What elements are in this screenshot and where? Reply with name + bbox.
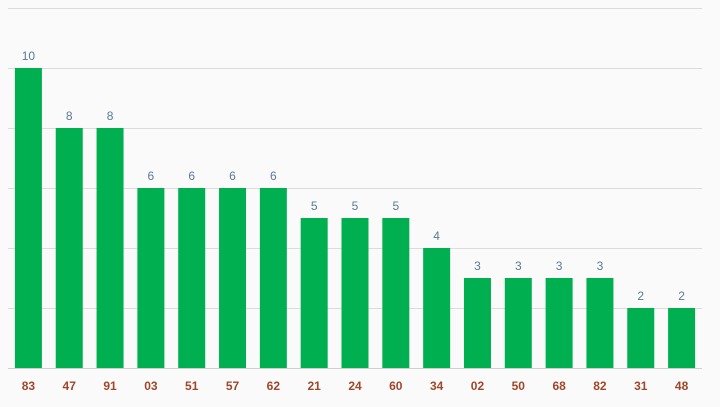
data-label-31: 2: [637, 289, 644, 303]
bar-21: [300, 218, 328, 368]
data-label-68: 3: [556, 259, 563, 273]
data-label-24: 5: [352, 199, 359, 213]
bar-68: [545, 278, 573, 368]
tick-label-48: 48: [675, 379, 689, 393]
data-label-50: 3: [515, 259, 522, 273]
tick-label-83: 83: [22, 379, 36, 393]
data-label-83: 10: [22, 49, 36, 63]
tick-label-62: 62: [267, 379, 281, 393]
bar-91: [96, 128, 124, 368]
data-label-57: 6: [229, 169, 236, 183]
bar-83: [14, 68, 42, 368]
bar-31: [627, 308, 655, 368]
tick-label-03: 03: [144, 379, 158, 393]
bars: [14, 68, 696, 368]
bar-57: [219, 188, 247, 368]
data-labels: 10 8 8 6 6 6 6 5 5 5 4 3 3 3 3 2 2: [22, 49, 686, 303]
bar-50: [504, 278, 532, 368]
bar-02: [463, 278, 491, 368]
tick-label-24: 24: [348, 379, 362, 393]
data-label-03: 6: [148, 169, 155, 183]
tick-label-47: 47: [63, 379, 77, 393]
tick-label-57: 57: [226, 379, 240, 393]
data-label-47: 8: [66, 109, 73, 123]
tick-label-68: 68: [552, 379, 566, 393]
bar-51: [178, 188, 206, 368]
tick-label-34: 34: [430, 379, 444, 393]
tick-label-50: 50: [512, 379, 526, 393]
bar-34: [423, 248, 451, 368]
bar-24: [341, 218, 369, 368]
bar-60: [382, 218, 410, 368]
bar-82: [586, 278, 614, 368]
tick-label-60: 60: [389, 379, 403, 393]
tick-label-51: 51: [185, 379, 199, 393]
data-label-21: 5: [311, 199, 318, 213]
bar-03: [137, 188, 165, 368]
data-label-60: 5: [392, 199, 399, 213]
data-label-02: 3: [474, 259, 481, 273]
bar-62: [259, 188, 287, 368]
x-axis-tick-labels: 83 47 91 03 51 57 62 21 24 60 34 02 50 68 82 31 48: [22, 379, 689, 393]
tick-label-31: 31: [634, 379, 648, 393]
bar-48: [668, 308, 696, 368]
data-label-51: 6: [188, 169, 195, 183]
bar-47: [55, 128, 83, 368]
data-label-48: 2: [678, 289, 685, 303]
data-label-82: 3: [597, 259, 604, 273]
data-label-91: 8: [107, 109, 114, 123]
data-label-34: 4: [433, 229, 440, 243]
tick-label-21: 21: [308, 379, 322, 393]
tick-label-02: 02: [471, 379, 485, 393]
tick-label-82: 82: [593, 379, 607, 393]
tick-label-91: 91: [103, 379, 117, 393]
data-label-62: 6: [270, 169, 277, 183]
